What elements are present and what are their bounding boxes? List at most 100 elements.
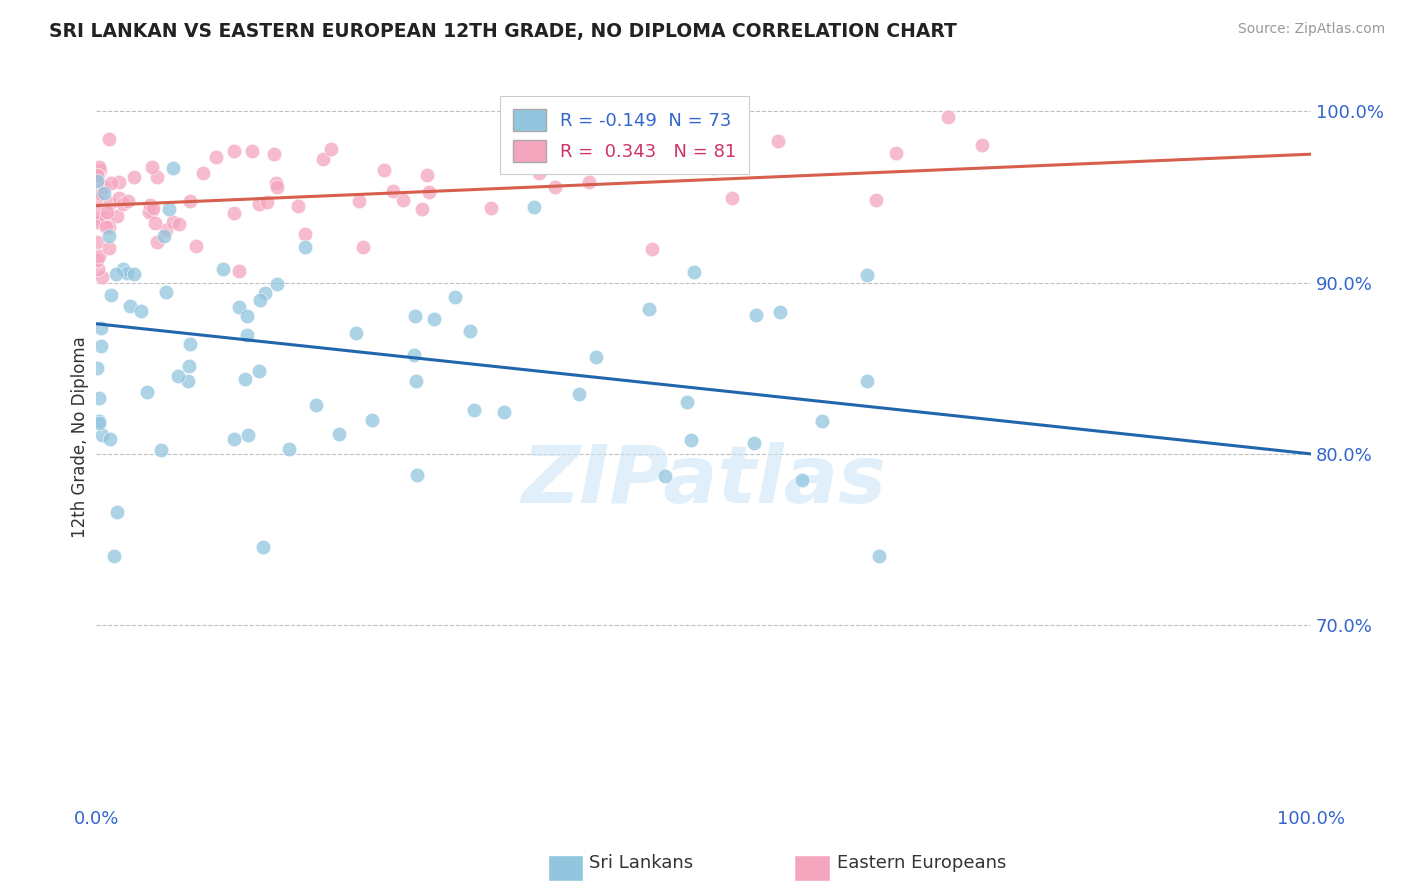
Point [253,286,276,301]
Point [676,395,699,409]
Point [191,166,214,180]
Point [86,360,108,375]
Point [578,175,600,189]
Point [311,152,333,166]
Point [139,198,162,212]
Point [91,428,114,442]
Point [266,277,288,291]
Point [104,267,127,281]
Point [352,240,374,254]
Point [107,505,129,519]
Point [287,199,309,213]
Point [769,305,792,319]
Point [970,138,993,153]
Point [294,227,316,242]
Point [87,205,110,219]
Point [108,191,131,205]
Point [155,285,177,300]
Point [654,468,676,483]
Text: ZIPatlas: ZIPatlas [522,442,886,520]
Point [344,326,367,340]
Point [416,168,439,182]
Point [153,228,176,243]
Point [98,241,121,255]
Point [247,196,270,211]
Point [90,187,112,202]
Point [177,374,200,388]
Point [89,212,111,227]
Point [118,299,141,313]
Point [145,170,167,185]
Point [321,142,343,156]
Point [167,217,190,231]
Point [228,300,250,314]
Point [97,228,120,243]
Point [745,308,768,322]
Text: Source: ZipAtlas.com: Source: ZipAtlas.com [1237,22,1385,37]
Point [443,290,465,304]
Point [235,327,257,342]
Point [349,194,371,208]
Point [93,180,115,194]
Legend: R = -0.149  N = 73, R =  0.343   N = 81: R = -0.149 N = 73, R = 0.343 N = 81 [501,96,749,174]
Point [523,200,546,214]
Y-axis label: 12th Grade, No Diploma: 12th Grade, No Diploma [72,336,89,538]
Point [256,195,278,210]
Point [865,193,887,207]
Point [768,135,790,149]
Point [373,162,395,177]
Point [162,215,184,229]
Point [585,350,607,364]
Point [228,264,250,278]
Point [249,293,271,307]
Point [117,194,139,208]
Point [810,415,832,429]
Point [90,339,112,353]
Point [529,166,551,180]
Point [87,261,110,276]
Point [86,235,108,249]
Point [236,427,259,442]
Point [222,206,245,220]
Point [304,398,326,412]
Point [93,186,115,201]
Point [87,160,110,174]
Point [167,369,190,384]
Point [86,193,108,207]
Point [411,202,433,217]
Point [89,391,111,405]
Point [204,150,226,164]
Point [682,264,704,278]
Point [479,201,502,215]
Point [382,184,405,198]
Point [184,238,207,252]
Point [936,110,959,124]
Point [328,426,350,441]
Point [179,359,201,373]
Point [606,145,628,160]
Point [406,468,429,483]
Point [637,301,659,316]
Point [103,549,125,564]
Point [141,160,163,174]
Point [179,194,201,208]
Point [404,309,426,323]
Point [162,161,184,175]
Text: Eastern Europeans: Eastern Europeans [837,855,1005,872]
Point [94,210,117,224]
Point [124,169,146,184]
Point [720,191,742,205]
Point [86,174,108,188]
Point [115,266,138,280]
Point [707,117,730,131]
Point [742,435,765,450]
Point [87,169,110,183]
Point [790,473,813,487]
Point [100,288,122,302]
Point [96,205,118,219]
Point [90,270,112,285]
Point [263,147,285,161]
Point [112,196,135,211]
Point [89,416,111,430]
Point [645,151,668,165]
